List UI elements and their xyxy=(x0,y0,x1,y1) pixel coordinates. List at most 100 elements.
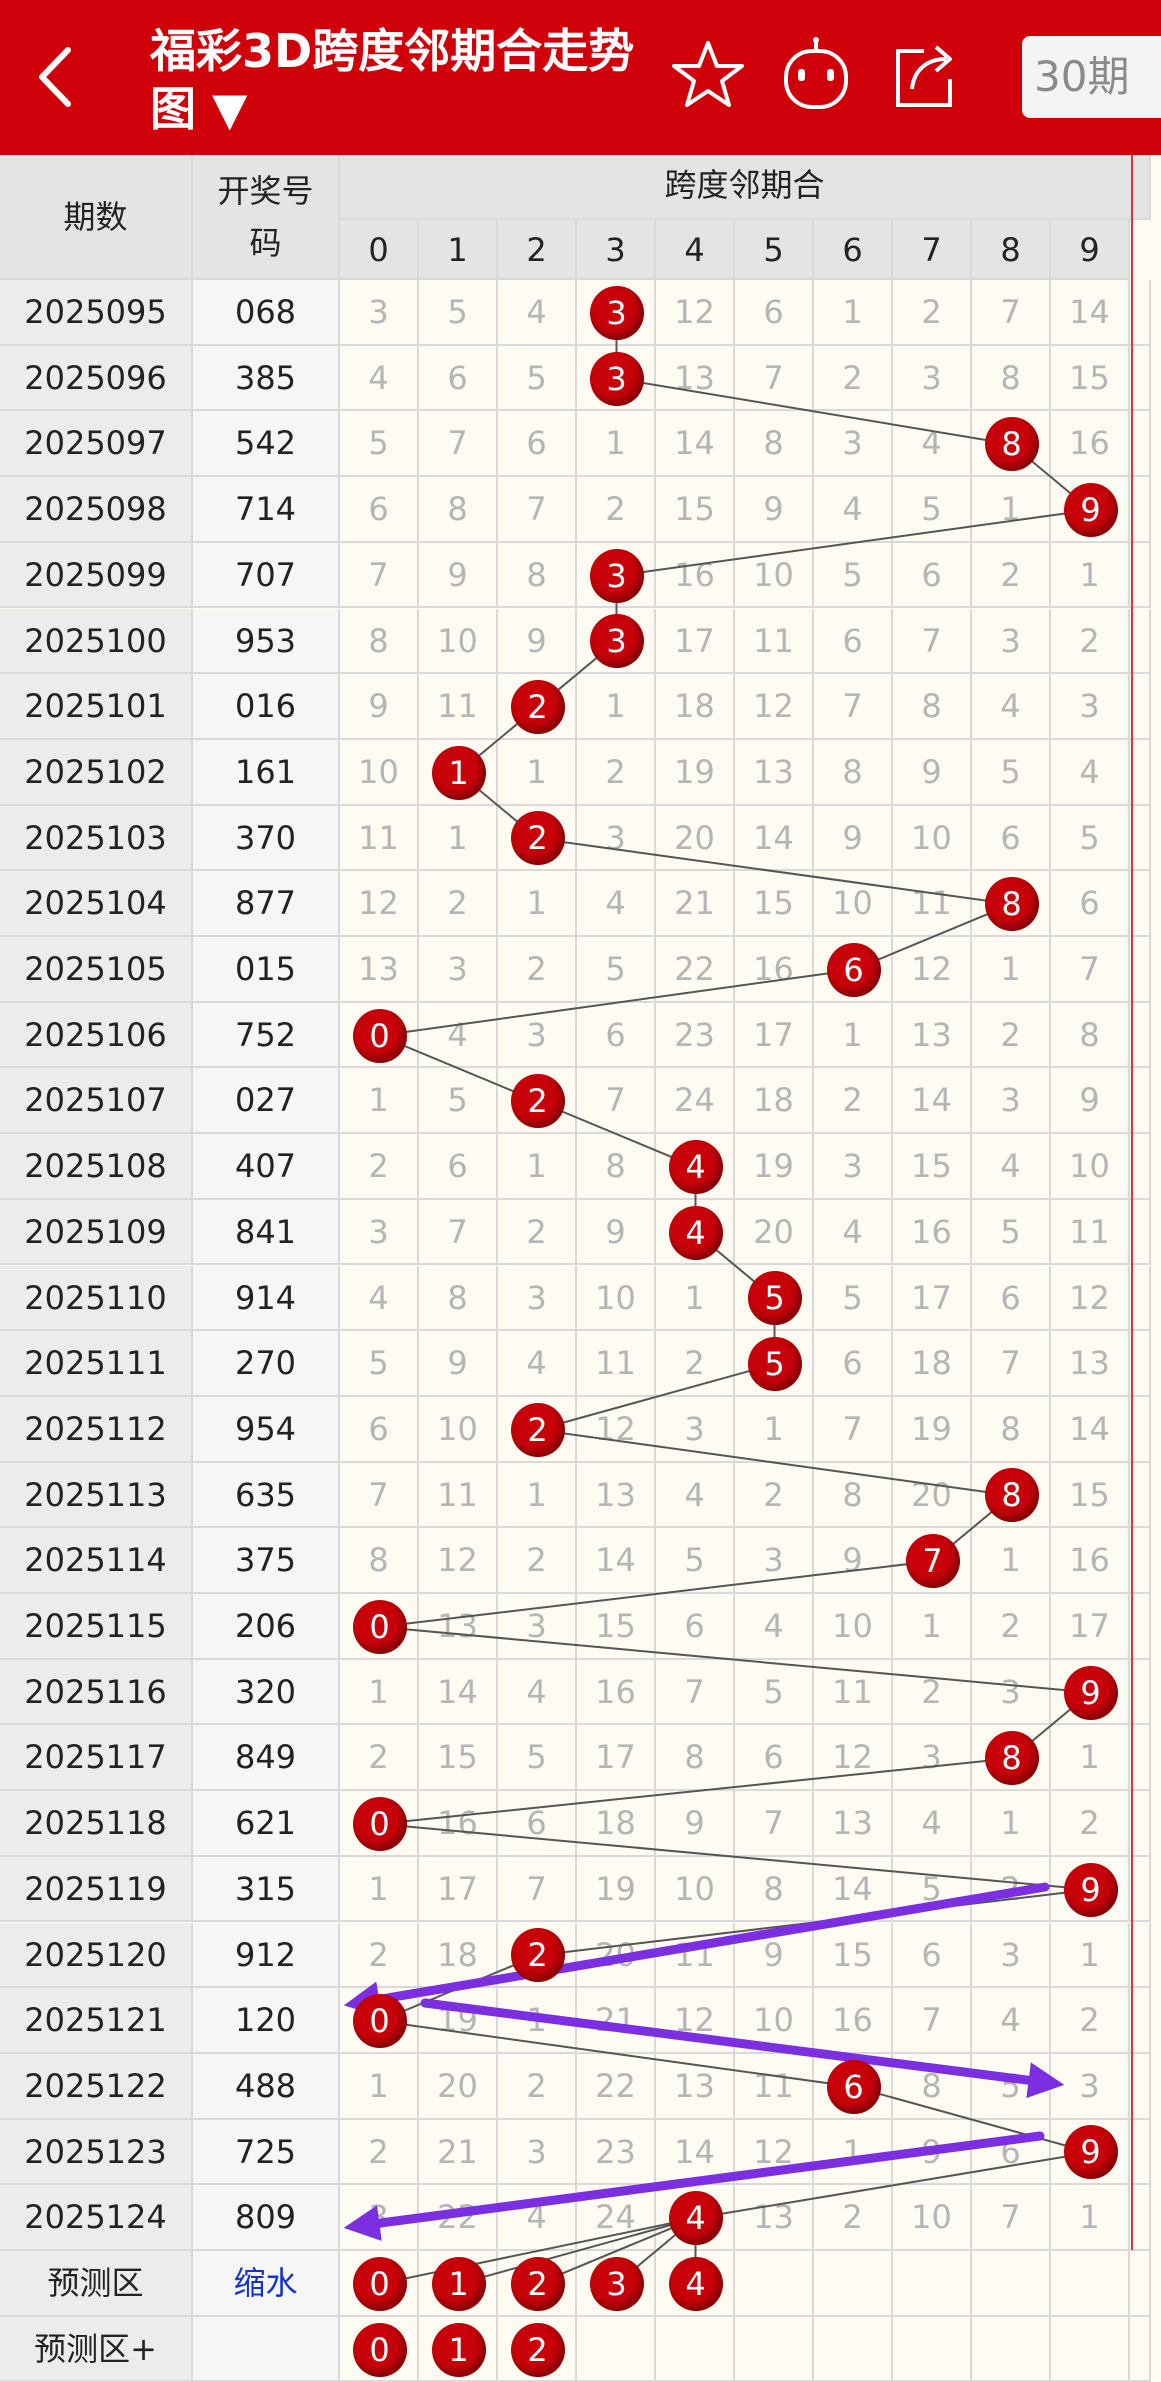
forecast-ball: 2 xyxy=(510,2256,565,2311)
row-pad xyxy=(1130,411,1151,478)
miss-cell: 2 xyxy=(1051,608,1130,675)
miss-cell: 15 xyxy=(893,1134,972,1200)
row-pad xyxy=(1130,2185,1151,2251)
trend-line xyxy=(379,1625,1091,1694)
row-period: 2025113 xyxy=(0,1462,193,1529)
miss-cell: 15 xyxy=(419,1725,498,1792)
miss-cell: 7 xyxy=(340,542,419,609)
row-period: 2025102 xyxy=(0,739,193,806)
row-number: 542 xyxy=(193,411,340,478)
miss-cell: 14 xyxy=(419,1659,498,1726)
miss-cell: 3 xyxy=(419,937,498,1003)
row-pad xyxy=(1130,739,1151,806)
miss-cell: 12 xyxy=(735,674,814,740)
hit-ball: 3 xyxy=(589,614,644,669)
right-border xyxy=(1131,155,1133,2250)
miss-cell: 10 xyxy=(419,608,498,675)
hit-ball: 6 xyxy=(826,2059,881,2114)
miss-cell: 14 xyxy=(1051,1396,1130,1463)
miss-cell: 4 xyxy=(814,1199,893,1266)
row-pad xyxy=(1130,1199,1151,1266)
miss-cell: 2 xyxy=(735,1462,814,1529)
row-pad xyxy=(1130,1068,1151,1135)
hit-ball: 2 xyxy=(510,811,565,866)
row-number: 385 xyxy=(193,345,340,412)
row-pad xyxy=(1130,871,1151,937)
miss-cell: 9 xyxy=(340,674,419,740)
miss-cell: 7 xyxy=(814,674,893,740)
header-number: 开奖号码 xyxy=(193,155,340,280)
miss-cell: 9 xyxy=(419,1331,498,1397)
miss-cell: 1 xyxy=(972,1791,1051,1857)
row-number: 635 xyxy=(193,1462,340,1529)
row-period: 2025101 xyxy=(0,674,193,740)
miss-cell: 6 xyxy=(893,1922,972,1989)
miss-cell: 4 xyxy=(1051,739,1130,806)
trend-line xyxy=(616,508,1091,577)
row-pad xyxy=(1130,1265,1151,1332)
shrink-link[interactable]: 缩水 xyxy=(193,2251,340,2317)
row-number: 912 xyxy=(193,1922,340,1989)
miss-cell: 1 xyxy=(1051,1922,1130,1989)
robot-icon[interactable] xyxy=(776,35,856,115)
hit-ball: 2 xyxy=(510,680,565,735)
miss-cell: 1 xyxy=(814,280,893,346)
miss-cell: 13 xyxy=(656,345,735,412)
forecast-line xyxy=(379,2217,696,2285)
miss-cell: 4 xyxy=(498,1659,577,1726)
miss-cell: 11 xyxy=(1051,1199,1130,1266)
annotation-arrow xyxy=(420,1998,1065,2099)
row-pad xyxy=(1130,1396,1151,1463)
miss-cell: 18 xyxy=(656,674,735,740)
row-pad xyxy=(1130,1002,1151,1069)
miss-cell: 17 xyxy=(656,608,735,675)
miss-cell: 12 xyxy=(340,871,419,937)
row-pad xyxy=(1130,345,1151,412)
row-period: 2025120 xyxy=(0,1922,193,1989)
miss-cell: 13 xyxy=(814,1791,893,1857)
row-number: 320 xyxy=(193,1659,340,1726)
miss-cell: 4 xyxy=(893,411,972,478)
header-digit-3: 3 xyxy=(577,220,656,280)
miss-cell: 17 xyxy=(419,1856,498,1923)
miss-cell: 16 xyxy=(1051,1528,1130,1594)
miss-cell: 1 xyxy=(656,1265,735,1332)
miss-cell: 6 xyxy=(735,1725,814,1792)
trend-line xyxy=(379,1822,1091,1891)
share-icon[interactable] xyxy=(884,35,964,115)
miss-cell: 2 xyxy=(972,1002,1051,1069)
row-number: 621 xyxy=(193,1791,340,1857)
period-selector[interactable]: 30期 xyxy=(1022,36,1161,118)
star-icon[interactable] xyxy=(668,35,748,115)
miss-cell: 6 xyxy=(498,1791,577,1857)
miss-cell: 6 xyxy=(893,542,972,609)
hit-ball: 8 xyxy=(984,1468,1039,1523)
miss-cell: 4 xyxy=(893,1791,972,1857)
miss-cell: 4 xyxy=(735,1594,814,1660)
miss-cell: 13 xyxy=(1051,1331,1130,1397)
miss-cell: 4 xyxy=(498,280,577,346)
miss-cell: 3 xyxy=(577,805,656,872)
miss-cell: 4 xyxy=(419,1002,498,1069)
miss-cell: 1 xyxy=(340,1068,419,1135)
miss-cell: 6 xyxy=(419,1134,498,1200)
miss-cell: 7 xyxy=(893,608,972,675)
row-period: 2025112 xyxy=(0,1396,193,1463)
hit-ball: 9 xyxy=(1063,2125,1118,2180)
row-pad xyxy=(1130,1856,1151,1923)
forecast-cell xyxy=(893,2251,972,2317)
annotation-arrow xyxy=(343,1882,1050,2018)
row-number: 914 xyxy=(193,1265,340,1332)
back-arrow-icon[interactable] xyxy=(22,32,102,122)
row-period: 2025110 xyxy=(0,1265,193,1332)
miss-cell: 23 xyxy=(577,2119,656,2186)
row-period: 2025124 xyxy=(0,2185,193,2251)
row-pad xyxy=(1130,805,1151,872)
miss-cell: 9 xyxy=(1051,1068,1130,1135)
miss-cell: 5 xyxy=(814,1265,893,1332)
miss-cell: 1 xyxy=(1051,542,1130,609)
miss-cell: 20 xyxy=(893,1462,972,1529)
page-title[interactable]: 福彩3D跨度邻期合走势图 ▼ xyxy=(150,24,635,136)
miss-cell: 1 xyxy=(1051,2185,1130,2251)
miss-cell: 2 xyxy=(577,739,656,806)
